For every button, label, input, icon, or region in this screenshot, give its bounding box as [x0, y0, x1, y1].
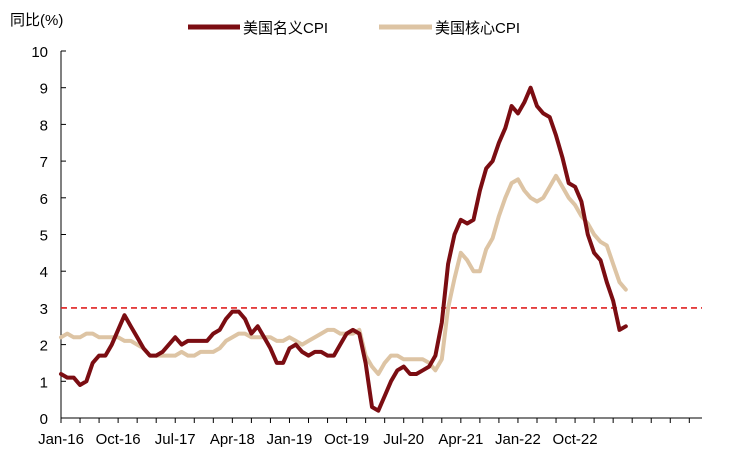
x-tick-label: Jan-19: [267, 431, 313, 448]
x-tick-label: Oct-16: [96, 431, 141, 448]
x-tick-label: Jan-22: [495, 431, 541, 448]
legend-label-core-cpi: 美国核心CPI: [435, 20, 520, 37]
y-tick-label: 0: [40, 411, 48, 428]
legend-label-nominal-cpi: 美国名义CPI: [243, 20, 328, 37]
y-tick-label: 5: [40, 228, 48, 245]
x-tick-label: Oct-22: [553, 431, 598, 448]
x-tick-label: Oct-19: [324, 431, 369, 448]
y-tick-label: 4: [40, 264, 48, 281]
y-tick-label: 9: [40, 81, 48, 98]
y-tick-label: 2: [40, 338, 48, 355]
series-line-core-cpi: [59, 173, 628, 376]
y-tick-label: 7: [40, 154, 48, 171]
legend: 美国名义CPI 美国核心CPI: [188, 20, 520, 37]
y-tick-label: 3: [40, 301, 48, 318]
x-tick-label: Jan-16: [38, 431, 84, 448]
x-tick-label: Jul-20: [383, 431, 424, 448]
x-tick-label: Jul-17: [155, 431, 196, 448]
y-axis-title: 同比(%): [10, 12, 63, 29]
series-line-nominal-cpi: [59, 85, 628, 413]
x-tick-label: Apr-21: [438, 431, 483, 448]
y-tick-label: 8: [40, 117, 48, 134]
y-tick-label: 6: [40, 191, 48, 208]
y-axis: 0 1 2 3 4 5 6 7 8 9 10: [31, 44, 66, 428]
y-tick-label: 10: [31, 44, 48, 61]
x-axis: Jan-16 Oct-16 Jul-17 Apr-18 Jan-19 Oct-19 Jul-…: [38, 417, 702, 448]
series-layer: [59, 85, 628, 413]
x-tick-label: Apr-18: [210, 431, 255, 448]
y-tick-label: 1: [40, 374, 48, 391]
